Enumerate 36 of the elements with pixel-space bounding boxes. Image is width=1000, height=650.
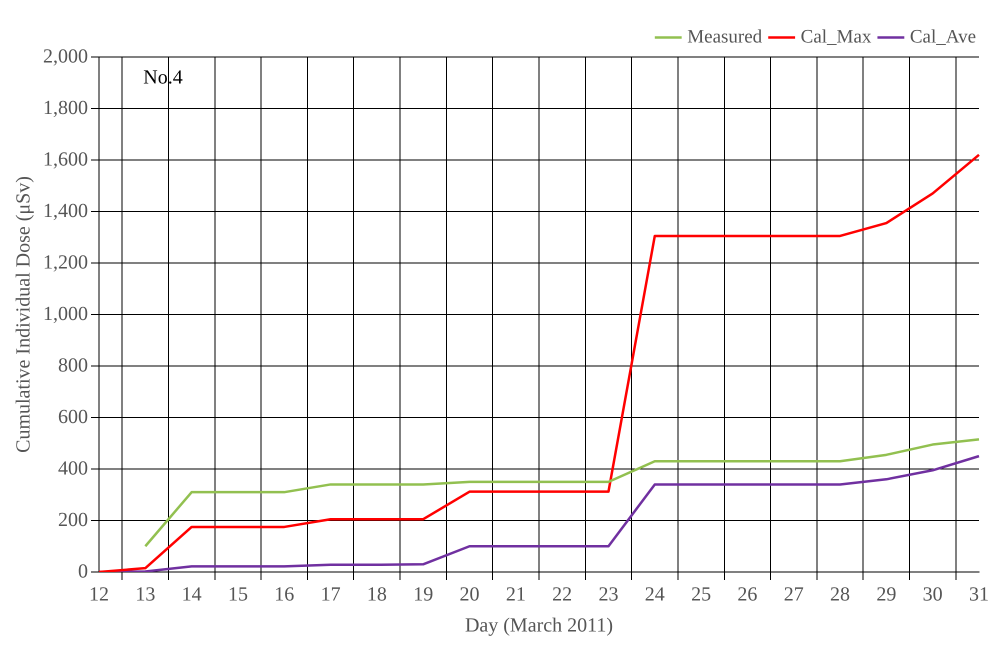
x-tick-label: 25 <box>691 583 712 606</box>
x-tick-label: 13 <box>135 583 156 606</box>
y-tick-label: 200 <box>58 508 88 531</box>
y-tick-label: 1,200 <box>43 251 88 274</box>
x-tick-label: 20 <box>460 583 480 606</box>
x-tick-label: 23 <box>598 583 618 606</box>
y-tick-label: 1,400 <box>43 200 88 222</box>
y-tick-label: 800 <box>58 354 88 376</box>
x-tick-label: 16 <box>274 583 294 606</box>
x-tick-label: 17 <box>320 583 341 606</box>
x-tick-label: 15 <box>228 583 248 606</box>
y-axis-title: Cumulative Individual Dose (μSv) <box>12 176 34 453</box>
y-tick-label: 2,000 <box>43 45 88 68</box>
x-tick-label: 27 <box>784 583 804 606</box>
y-tick-label: 600 <box>58 406 88 428</box>
x-tick-label: 26 <box>737 583 758 606</box>
x-tick-label: 12 <box>89 583 109 606</box>
x-tick-label: 28 <box>830 583 850 606</box>
x-axis-title: Day (March 2011) <box>464 614 614 636</box>
x-tick-label: 14 <box>182 583 202 606</box>
y-tick-label: 1,800 <box>43 96 88 119</box>
x-tick-label: 18 <box>366 583 387 606</box>
x-tick-label: 29 <box>876 583 896 606</box>
y-tick-label: 1,600 <box>43 148 88 170</box>
legend-label: Cal_Ave <box>910 26 976 48</box>
x-tick-label: 31 <box>969 583 989 606</box>
x-tick-label: 21 <box>506 583 526 606</box>
y-tick-label: 1,000 <box>43 302 88 325</box>
x-tick-label: 19 <box>413 583 434 606</box>
y-tick-label: 0 <box>78 560 88 582</box>
x-tick-label: 30 <box>922 583 943 606</box>
x-tick-label: 22 <box>552 583 572 606</box>
y-tick-label: 400 <box>58 457 88 480</box>
x-tick-label: 24 <box>644 583 665 606</box>
legend-label: Cal_Max <box>800 26 872 48</box>
legend-label: Measured <box>687 26 763 48</box>
